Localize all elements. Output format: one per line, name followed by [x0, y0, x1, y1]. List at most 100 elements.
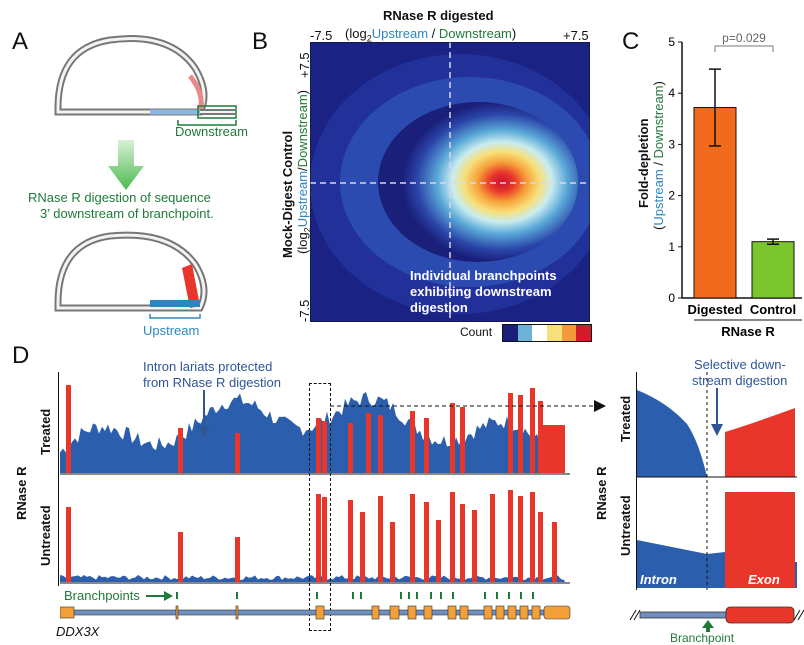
treated-exon-peak	[235, 433, 240, 473]
untreated-exon-peak	[490, 494, 495, 582]
untreated-exon-peak	[178, 532, 183, 582]
colorbar-swatch	[547, 325, 562, 341]
zoom-note-arrow	[711, 388, 723, 436]
untreated-exon-peak	[390, 522, 395, 582]
coverage-tracks	[60, 385, 570, 584]
colorbar-swatch	[532, 325, 548, 341]
untreated-exon-peak	[410, 494, 415, 582]
gene-exon	[507, 605, 517, 620]
y-tick-label: 1	[668, 240, 675, 254]
untreated-exon-peak	[460, 504, 465, 582]
panel-a-label: A	[12, 28, 29, 55]
branchpoint-tick	[316, 592, 318, 599]
category-label: Control	[750, 302, 796, 317]
group-label: RNase R	[721, 324, 775, 339]
untreated-exon-peak	[316, 494, 321, 582]
gene-model	[60, 592, 571, 620]
zoom-note-1: Selective down-	[694, 357, 786, 372]
zoom-note-2: stream digestion	[692, 373, 788, 388]
track-group-label: RNase R	[14, 466, 29, 520]
lariat-diagram-top	[54, 35, 237, 126]
gene-exon	[459, 605, 469, 620]
treated-exon-peak	[508, 393, 513, 473]
upstream-label: Upstream	[143, 323, 200, 338]
lariat-note-arrow	[198, 390, 210, 438]
treated-exon-peak	[316, 418, 321, 473]
treated-exon-peak	[460, 407, 465, 473]
colorbar-swatch	[503, 325, 518, 341]
panel-b-label: B	[252, 28, 269, 55]
treated-exon-peak	[530, 388, 535, 473]
untreated-exon-peak	[378, 496, 383, 582]
untreated-exon-peak	[472, 510, 477, 582]
intron-label: Intron	[640, 572, 677, 587]
zoom-box	[309, 383, 331, 631]
gene-exon	[407, 605, 417, 620]
branchpoint-tick	[400, 592, 402, 599]
y-tick-label: 4	[668, 86, 675, 100]
gene-exon	[175, 605, 179, 620]
untreated-track-label: Untreated	[38, 505, 53, 566]
zoom-group-label: RNase R	[594, 466, 609, 520]
untreated-exon-peak	[436, 520, 441, 582]
gene-exon	[483, 605, 493, 620]
branchpoint-tick	[416, 592, 418, 599]
colorbar-swatch	[517, 325, 533, 341]
panel-c-label: C	[622, 28, 640, 55]
treated-exon-peak	[178, 428, 183, 473]
y-tick-label: 2	[668, 189, 675, 203]
untreated-exon-peak	[538, 512, 543, 582]
density-heatmap	[310, 42, 590, 322]
panel-d-label: D	[12, 342, 30, 369]
colorbar-swatch	[561, 325, 577, 341]
gene-exon	[531, 605, 541, 620]
treated-exon-peak	[410, 411, 415, 473]
heatmap-title: RNase R digested	[383, 8, 494, 23]
category-label: Digested	[688, 302, 743, 317]
heatmap-left-axis-title: Mock-Digest Control	[280, 130, 295, 258]
gene-exon	[519, 605, 529, 620]
y-tick-label: 3	[668, 137, 675, 151]
colorbar	[502, 324, 592, 342]
untreated-exon-peak	[235, 537, 240, 582]
branchpoint-tick	[520, 592, 522, 599]
branchpoint-tick	[430, 592, 432, 599]
lariat-note-1: Intron lariats protected	[143, 359, 273, 374]
digestion-arrow	[108, 140, 144, 190]
treated-exon-peak	[518, 395, 523, 473]
y-tick-label: 5	[668, 35, 675, 49]
significance-bracket	[714, 45, 774, 52]
treated-exon-peak	[322, 421, 327, 473]
gene-exon	[371, 605, 380, 620]
branchpoint-tick	[176, 592, 178, 599]
zoom-gene-model	[629, 606, 804, 624]
exon-label: Exon	[748, 572, 780, 587]
gene-exon	[447, 605, 457, 620]
gene-exon	[495, 605, 505, 620]
gene-exon	[423, 605, 433, 620]
branchpoint-tick	[508, 592, 510, 599]
digestion-caption-1: RNase R digestion of sequence	[28, 190, 211, 205]
treated-exon-peak	[540, 425, 565, 473]
gene-exon	[389, 605, 400, 620]
gene-exon	[235, 605, 239, 620]
treated-exon-peak	[348, 423, 353, 473]
tick-right: +7.5	[563, 28, 589, 43]
bar-y-axis-main: Fold-depletion	[636, 118, 651, 208]
gene-name: DDX3X	[56, 624, 100, 639]
bar	[751, 241, 795, 299]
zoom-tracks	[637, 372, 797, 590]
untreated-exon-peak	[66, 507, 71, 582]
branchpoint-tick	[352, 592, 354, 599]
untreated-exon-peak	[348, 500, 353, 582]
untreated-exon-peak	[552, 522, 557, 582]
branchpoint-marker-arrow	[702, 620, 714, 632]
branchpoints-arrow	[146, 591, 173, 601]
branchpoints-label: Branchpoints	[64, 588, 140, 603]
colorbar-label: Count	[460, 325, 493, 339]
treated-intron-coverage	[60, 392, 565, 473]
branchpoint-tick	[440, 592, 442, 599]
treated-exon-peak	[450, 403, 455, 473]
branchpoint-tick	[360, 592, 362, 599]
p-value: p=0.029	[722, 31, 766, 45]
